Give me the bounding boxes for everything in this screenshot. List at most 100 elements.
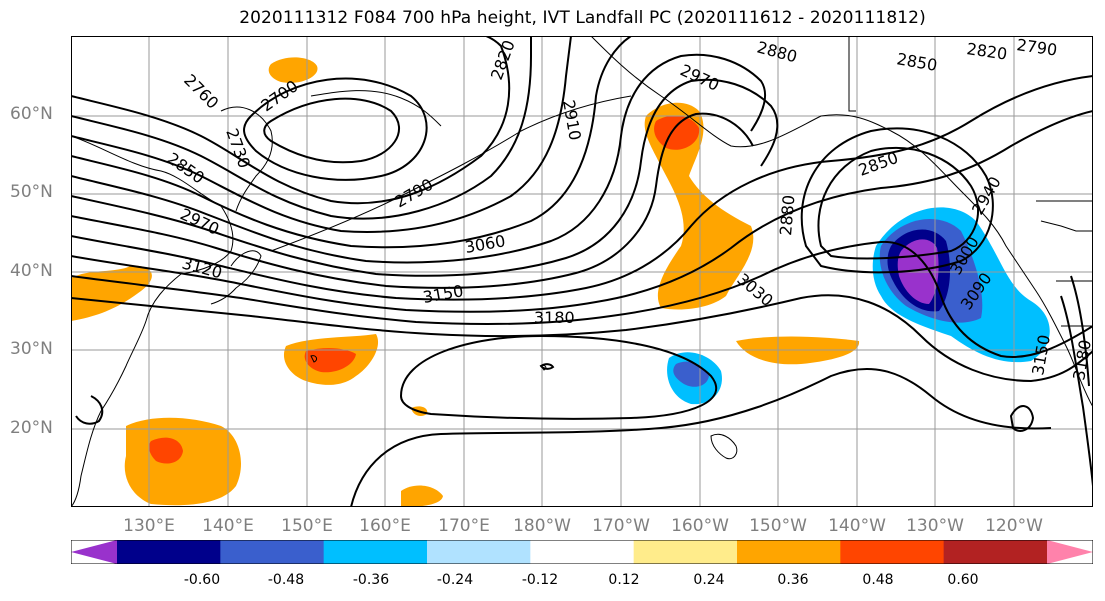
contour-label: 2850 <box>895 49 938 75</box>
border-states <box>1040 220 1093 327</box>
contour-line <box>71 36 532 220</box>
lon-label: 150°E <box>281 516 333 536</box>
contour-label: 2880 <box>755 38 799 67</box>
shade-positive <box>654 115 700 150</box>
colorbar-cell <box>840 540 945 564</box>
lon-label: 130°W <box>906 516 964 536</box>
shade-positive <box>644 102 754 310</box>
shade-positive <box>148 437 183 464</box>
shade-positive <box>71 265 152 321</box>
lat-label: 50°N <box>10 182 53 202</box>
lon-label: 140°W <box>828 516 886 536</box>
lon-label: 130°E <box>123 516 175 536</box>
lon-label: 170°W <box>592 516 650 536</box>
colorbar-cell <box>117 540 221 564</box>
contour-line <box>539 363 555 370</box>
height-contours <box>71 36 1093 507</box>
contour-line <box>800 127 994 274</box>
contour-label: 3060 <box>463 231 506 257</box>
coast-hawaii <box>710 433 738 460</box>
lat-label: 40°N <box>10 261 53 281</box>
contour-line <box>1060 295 1093 487</box>
lat-label: 60°N <box>10 104 53 124</box>
contour-label: 2970 <box>177 204 222 238</box>
shade-positive <box>401 485 443 507</box>
contour-line <box>263 97 401 164</box>
contour-label: 2820 <box>965 39 1008 63</box>
contour-line <box>1070 275 1090 387</box>
contour-label: 2850 <box>856 148 901 180</box>
map-svg: 2760 2700 2730 2850 2970 3120 2790 2820 … <box>71 36 1093 507</box>
colorbar-tick: 0.60 <box>947 572 979 588</box>
colorbar-tick: -0.60 <box>183 572 221 588</box>
colorbar-cell <box>220 540 325 564</box>
shading-layer <box>71 57 1050 507</box>
contour-line <box>71 75 1093 301</box>
contour-label: 3180 <box>1069 338 1093 381</box>
colorbar-tick: 0.36 <box>777 572 809 588</box>
contour-label: 2730 <box>222 126 254 171</box>
lat-label: 20°N <box>10 418 53 438</box>
colorbar-extend-high <box>1047 540 1093 564</box>
lat-label: 30°N <box>10 339 53 359</box>
shade-positive <box>304 348 356 373</box>
colorbar-tick: 0.48 <box>862 572 894 588</box>
colorbar-cell <box>530 540 635 564</box>
colorbar-tick: 0.24 <box>693 572 725 588</box>
map-area[interactable]: 2760 2700 2730 2850 2970 3120 2790 2820 … <box>71 36 1093 507</box>
lon-label: 120°W <box>985 516 1043 536</box>
contour-line <box>71 240 1093 358</box>
lon-label: 160°E <box>359 516 411 536</box>
contour-label: 2790 <box>392 175 437 212</box>
lon-label: 140°E <box>202 516 254 536</box>
contour-line <box>1009 405 1035 432</box>
coast-japan <box>210 250 262 305</box>
contour-label: 2820 <box>487 38 519 83</box>
colorbar-cell <box>943 540 1048 564</box>
contour-line <box>71 294 1093 383</box>
border-canada-us <box>848 36 1093 202</box>
colorbar-cell <box>427 540 531 564</box>
colorbar-extend-low <box>71 540 117 564</box>
contour-label: 2790 <box>1015 36 1058 60</box>
coast-siberia <box>310 90 442 127</box>
colorbar-tick: -0.36 <box>352 572 390 588</box>
colorbar-cell <box>737 540 841 564</box>
colorbar-cell <box>323 540 428 564</box>
contour-label: 2910 <box>559 98 585 141</box>
contour-line <box>75 395 104 425</box>
contour-label: 3150 <box>421 281 464 307</box>
lon-label: 160°W <box>671 516 729 536</box>
contour-line <box>71 53 767 264</box>
colorbar <box>70 539 1094 565</box>
contour-label: 3120 <box>180 254 224 283</box>
contour-line <box>399 334 718 420</box>
contour-line <box>243 77 428 181</box>
colorbar-cell <box>633 540 738 564</box>
coast-alaska <box>590 36 1093 408</box>
contour-line <box>71 78 779 277</box>
contour-line <box>71 36 632 249</box>
contour-line <box>71 110 1093 313</box>
shade-positive <box>124 417 241 506</box>
coast-aleutian <box>270 95 632 252</box>
contour-line <box>817 146 980 260</box>
map-title: 2020111312 F084 700 hPa height, IVT Land… <box>239 8 926 28</box>
contour-label: 2850 <box>164 149 208 188</box>
colorbar-tick: -0.48 <box>267 572 305 588</box>
colorbar-tick: 0.12 <box>608 572 640 588</box>
colorbar-tick: -0.24 <box>436 572 474 588</box>
contour-line <box>71 112 754 289</box>
lon-label: 150°W <box>749 516 807 536</box>
coast-asia <box>71 135 234 507</box>
contour-line <box>71 36 511 205</box>
colorbar-tick: -0.12 <box>521 572 559 588</box>
colorbar-svg <box>70 539 1094 565</box>
shade-positive <box>268 57 318 83</box>
contour-line <box>71 36 572 233</box>
contour-label: 2940 <box>968 173 1005 218</box>
lon-label: 180°W <box>513 516 571 536</box>
coast-kamchatka <box>220 106 273 212</box>
contour-label: 2760 <box>180 70 222 112</box>
contour-label: 3180 <box>534 308 575 327</box>
